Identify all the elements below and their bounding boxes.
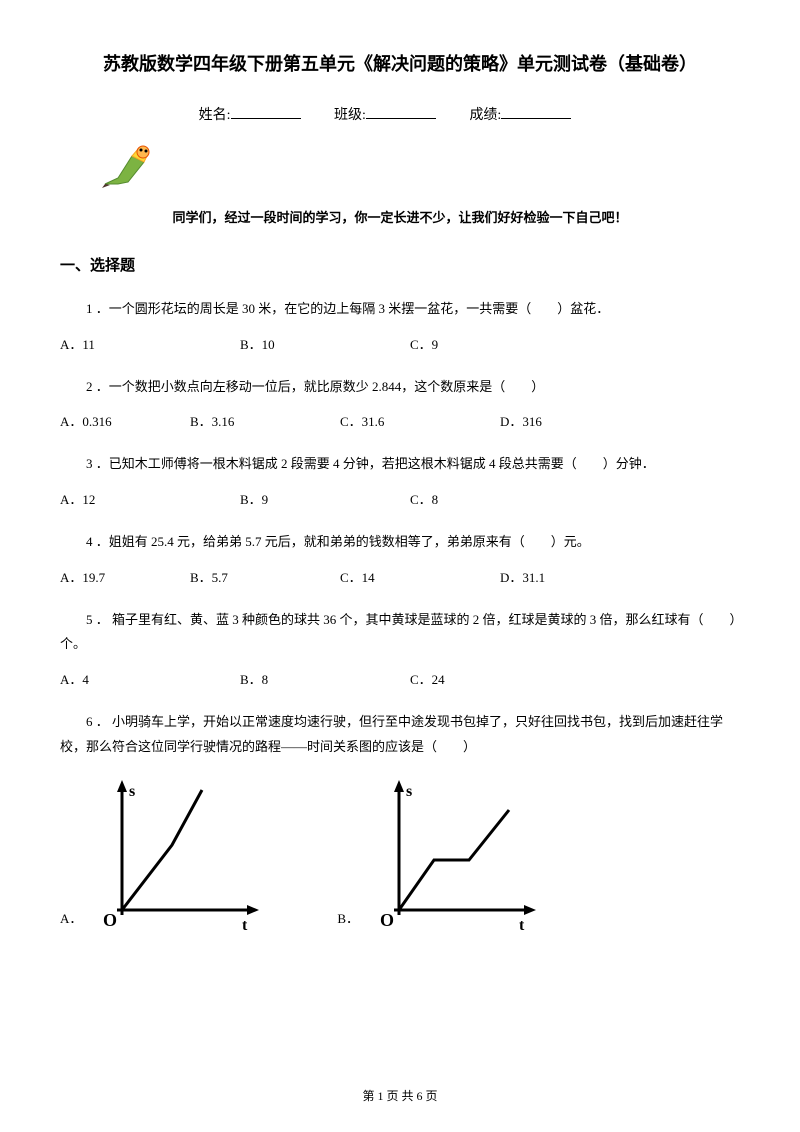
score-blank — [501, 118, 571, 119]
chart-b: s t O — [364, 780, 544, 935]
question-2-options: A．0.316 B．3.16 C．31.6 D．316 — [60, 411, 740, 430]
q5-opt-b: B．8 — [240, 669, 410, 688]
pencil-icon — [100, 142, 740, 195]
name-label: 姓名: — [199, 108, 231, 123]
svg-text:s: s — [406, 783, 412, 800]
chart-b-container: B． s t O — [337, 780, 544, 935]
name-blank — [231, 118, 301, 119]
svg-text:t: t — [519, 917, 525, 934]
q4-opt-a: A．19.7 — [60, 567, 190, 586]
q6-text: 6 ． 小明骑车上学，开始以正常速度均速行驶，但行至中途发现书包掉了，只好往回找… — [60, 714, 723, 754]
section-title: 一、选择题 — [60, 254, 740, 275]
svg-text:O: O — [380, 910, 394, 930]
q3-opt-b: B．9 — [240, 489, 410, 508]
q1-opt-c: C．9 — [410, 334, 570, 353]
page-footer: 第 1 页 共 6 页 — [0, 1087, 800, 1104]
score-label: 成绩: — [469, 108, 501, 123]
chart-b-label: B． — [337, 908, 359, 935]
question-2: 2 ．一个数把小数点向左移动一位后，就比原数少 2.844，这个数原来是（ ） — [60, 375, 740, 400]
q4-opt-c: C．14 — [340, 567, 500, 586]
question-3-options: A．12 B．9 C．8 — [60, 489, 740, 508]
q3-opt-a: A．12 — [60, 489, 240, 508]
q2-opt-a: A．0.316 — [60, 411, 190, 430]
q3-opt-c: C．8 — [410, 489, 570, 508]
question-1: 1 ．一个圆形花坛的周长是 30 米，在它的边上每隔 3 米摆一盆花，一共需要（… — [60, 297, 740, 322]
question-4: 4 ．姐姐有 25.4 元，给弟弟 5.7 元后，就和弟弟的钱数相等了，弟弟原来… — [60, 530, 740, 555]
question-5-options: A．4 B．8 C．24 — [60, 669, 740, 688]
chart-a-container: A． s t O — [60, 780, 267, 935]
q1-opt-a: A．11 — [60, 334, 240, 353]
encourage-text: 同学们，经过一段时间的学习，你一定长进不少，让我们好好检验一下自己吧！ — [60, 207, 740, 226]
q1-opt-b: B．10 — [240, 334, 410, 353]
svg-text:t: t — [242, 917, 248, 934]
q5-opt-a: A．4 — [60, 669, 240, 688]
question-5: 5 ． 箱子里有红、黄、蓝 3 种颜色的球共 36 个，其中黄球是蓝球的 2 倍… — [60, 608, 740, 657]
q2-opt-d: D．316 — [500, 411, 650, 430]
class-blank — [366, 118, 436, 119]
svg-text:O: O — [103, 910, 117, 930]
chart-row: A． s t O B． s t O — [60, 780, 740, 935]
question-1-options: A．11 B．10 C．9 — [60, 334, 740, 353]
q2-opt-b: B．3.16 — [190, 411, 340, 430]
chart-a-label: A． — [60, 908, 82, 935]
info-line: 姓名: 班级: 成绩: — [60, 104, 740, 124]
question-6: 6 ． 小明骑车上学，开始以正常速度均速行驶，但行至中途发现书包掉了，只好往回找… — [60, 710, 740, 759]
question-3: 3 ．已知木工师傅将一根木料锯成 2 段需要 4 分钟，若把这根木料锯成 4 段… — [60, 452, 740, 477]
question-4-options: A．19.7 B．5.7 C．14 D．31.1 — [60, 567, 740, 586]
svg-text:s: s — [129, 783, 135, 800]
q2-opt-c: C．31.6 — [340, 411, 500, 430]
page-title: 苏教版数学四年级下册第五单元《解决问题的策略》单元测试卷（基础卷） — [60, 50, 740, 76]
class-label: 班级: — [334, 108, 366, 123]
q4-opt-d: D．31.1 — [500, 567, 650, 586]
q5-opt-c: C．24 — [410, 669, 570, 688]
chart-a: s t O — [87, 780, 267, 935]
q4-opt-b: B．5.7 — [190, 567, 340, 586]
